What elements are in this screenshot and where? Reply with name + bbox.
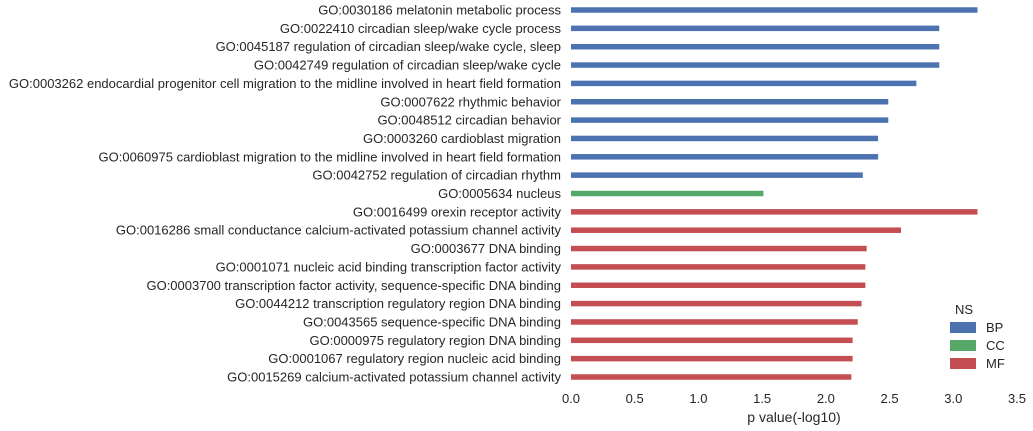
- x-tick-label: 0.5: [626, 391, 644, 406]
- legend-label: BP: [986, 320, 1003, 335]
- bar-bp: [571, 154, 879, 160]
- category-label: GO:0016286 small conductance calcium-act…: [116, 223, 562, 238]
- legend-label: MF: [986, 356, 1005, 371]
- bar-mf: [571, 227, 902, 233]
- category-label: GO:0000975 regulatory region DNA binding: [310, 333, 562, 348]
- category-label: GO:0001067 regulatory region nucleic aci…: [268, 351, 561, 366]
- x-tick-label: 2.5: [881, 391, 899, 406]
- category-label: GO:0060975 cardioblast migration to the …: [99, 149, 561, 164]
- bar-bp: [571, 117, 889, 123]
- bar-cc: [571, 190, 764, 197]
- category-label: GO:0003700 transcription factor activity…: [146, 278, 561, 293]
- legend-swatch: [950, 340, 976, 351]
- bar-bp: [571, 7, 978, 13]
- bar-mf: [571, 337, 853, 344]
- category-label: GO:0016499 orexin receptor activity: [353, 204, 562, 219]
- category-label: GO:0003262 endocardial progenitor cell m…: [9, 76, 561, 91]
- legend-entry: CC: [950, 338, 1005, 353]
- x-tick-label: 1.5: [753, 391, 771, 406]
- category-label: GO:0042752 regulation of circadian rhyth…: [312, 168, 561, 183]
- bars: [571, 7, 978, 380]
- bar-bp: [571, 43, 940, 50]
- legend-entry: MF: [950, 356, 1005, 371]
- category-label: GO:0001071 nucleic acid binding transcri…: [216, 259, 562, 274]
- category-label: GO:0005634 nucleus: [438, 186, 561, 201]
- x-tick-label: 3.5: [1008, 391, 1026, 406]
- category-label: GO:0048512 circadian behavior: [377, 113, 561, 128]
- category-label: GO:0015269 calcium-activated potassium c…: [227, 370, 561, 385]
- category-label: GO:0044212 transcription regulatory regi…: [235, 296, 561, 311]
- x-tick-label: 2.0: [817, 391, 835, 406]
- x-axis-label: p value(-log10): [747, 409, 840, 425]
- x-tick-labels: 0.0 0.5 1.0 1.5 2.0 2.5 3.0 3.5: [562, 391, 1026, 406]
- bar-mf: [571, 300, 862, 307]
- category-label: GO:0007622 rhythmic behavior: [380, 94, 561, 109]
- legend-swatch: [950, 358, 976, 369]
- category-label: GO:0042749 regulation of circadian sleep…: [254, 58, 561, 73]
- bar-mf: [571, 264, 866, 270]
- bar-bp: [571, 99, 889, 105]
- bar-bp: [571, 25, 940, 32]
- legend-title: NS: [955, 302, 973, 317]
- category-labels: GO:0030186 melatonin metabolic process GO…: [9, 3, 562, 385]
- legend-label: CC: [986, 338, 1005, 353]
- bar-mf: [571, 282, 866, 288]
- category-label: GO:0045187 regulation of circadian sleep…: [216, 39, 561, 54]
- legend-swatch: [950, 322, 976, 333]
- bar-mf: [571, 209, 978, 215]
- bar-mf: [571, 355, 853, 362]
- legend: NS BP CC MF: [950, 302, 1005, 371]
- category-label: GO:0043565 sequence-specific DNA binding: [303, 314, 561, 329]
- bar-bp: [571, 62, 940, 68]
- legend-entries: BP CC MF: [950, 320, 1005, 371]
- bar-bp: [571, 172, 863, 178]
- category-label: GO:0022410 circadian sleep/wake cycle pr…: [280, 21, 562, 36]
- bar-bp: [571, 135, 879, 142]
- category-label: GO:0030186 melatonin metabolic process: [318, 3, 561, 18]
- x-tick-label: 1.0: [689, 391, 707, 406]
- x-tick-label: 3.0: [944, 391, 962, 406]
- bar-bp: [571, 80, 917, 87]
- category-label: GO:0003677 DNA binding: [411, 241, 561, 256]
- x-tick-label: 0.0: [562, 391, 580, 406]
- legend-entry: BP: [950, 320, 1003, 335]
- bar-mf: [571, 245, 867, 252]
- category-label: GO:0003260 cardioblast migration: [363, 131, 561, 146]
- bar-mf: [571, 319, 858, 325]
- bar-mf: [571, 374, 852, 380]
